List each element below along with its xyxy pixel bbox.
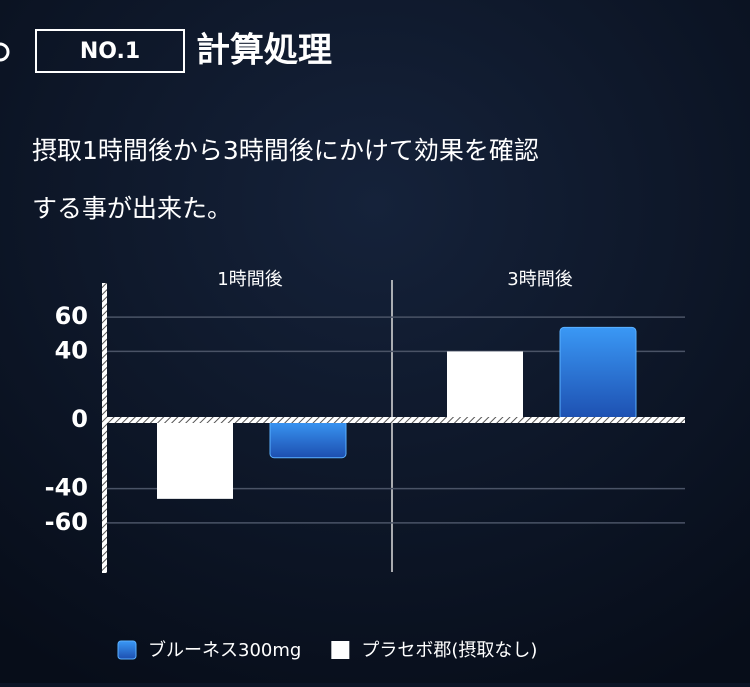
- bar: [559, 326, 637, 421]
- legend-swatch: [117, 640, 137, 660]
- y-axis: [102, 283, 107, 573]
- y-tick-label: -40: [45, 474, 88, 502]
- x-tick-label: 3時間後: [507, 269, 572, 290]
- description: 摂取1時間後から3時間後にかけて効果を確認: [32, 136, 539, 165]
- y-tick-label: -60: [45, 508, 88, 536]
- icon: [0, 42, 10, 62]
- bar: [447, 351, 523, 420]
- badge: NO.1: [80, 39, 140, 64]
- legend-label: プラセボ郡(摂取なし): [361, 640, 537, 661]
- y-tick-label: 60: [55, 302, 88, 330]
- y-tick-label: 0: [71, 405, 88, 433]
- x-tick-label: 1時間後: [217, 269, 282, 290]
- bar: [157, 420, 233, 499]
- zero-line: [102, 417, 685, 423]
- legend-label: ブルーネス300mg: [148, 639, 301, 661]
- y-tick-label: 40: [55, 336, 88, 364]
- title: 計算処理: [196, 31, 332, 71]
- bar: [269, 419, 347, 459]
- legend-swatch: [331, 641, 350, 659]
- description: する事が出来た。: [32, 194, 232, 223]
- badge-box: [35, 29, 185, 73]
